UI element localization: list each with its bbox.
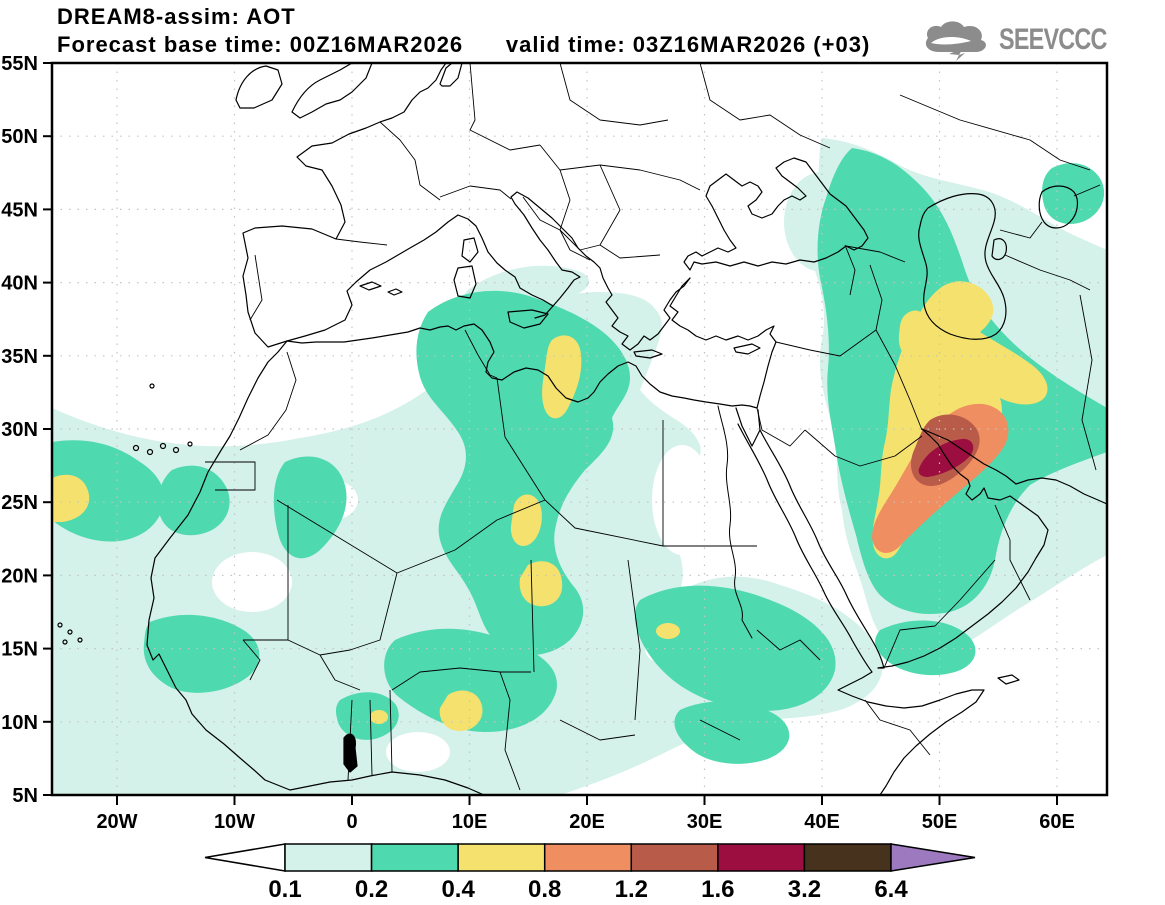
- colorbar-level-label: 0.8: [528, 876, 561, 903]
- contour-fill-layer: [52, 138, 1107, 795]
- lon-tick-label: 30E: [687, 811, 723, 833]
- lat-tick-label: 10N: [1, 712, 38, 734]
- lon-tick-label: 20E: [569, 811, 605, 833]
- lon-tick-label: 20W: [96, 811, 137, 833]
- colorbar-segment: [717, 843, 806, 872]
- colorbar-level-label: 1.6: [701, 876, 734, 903]
- lat-tick-label: 20N: [1, 565, 38, 587]
- seevccc-logo: SEEVCCC: [919, 18, 1137, 62]
- longitude-labels: 20W 10W 0 10E 20E 30E 40E 50E 60E: [96, 811, 1074, 833]
- lat-tick-label: 45N: [1, 199, 38, 221]
- lat-tick-label: 55N: [1, 53, 38, 75]
- latitude-labels: 55N 50N 45N 40N 35N 30N 25N 20N 15N 10N 5N: [1, 53, 38, 807]
- lon-tick-label: 10W: [214, 811, 255, 833]
- colorbar-level-label: 0.2: [355, 876, 388, 903]
- colorbar-level-label: 0.1: [268, 876, 301, 903]
- chart-header: DREAM8-assim: AOT Forecast base time: 00…: [57, 4, 870, 58]
- lat-tick-label: 50N: [1, 126, 38, 148]
- coastline-layer: [57, 63, 1107, 795]
- chart-title: DREAM8-assim: AOT: [57, 4, 296, 29]
- lat-tick-label: 40N: [1, 273, 38, 295]
- lon-tick-label: 60E: [1039, 811, 1075, 833]
- lat-tick-label: 5N: [12, 785, 38, 807]
- colorbar-segment: [543, 843, 633, 872]
- lat-tick-label: 15N: [1, 639, 38, 661]
- borders-layer: [205, 63, 1101, 791]
- chart-subtitle: Forecast base time: 00Z16MAR2026 valid t…: [57, 32, 871, 57]
- colorbar-segment: [284, 843, 373, 872]
- colorbar-level-label: 3.2: [788, 876, 821, 903]
- colorbar-arrow-left: [204, 843, 286, 872]
- colorbar-level-label: 6.4: [874, 876, 908, 903]
- colorbar-legend: 0.1 0.2 0.4 0.8 1.2 1.6 3.2 6.4: [204, 843, 976, 903]
- lat-tick-label: 35N: [1, 346, 38, 368]
- axis-ticks: [43, 62, 1058, 805]
- lat-tick-label: 25N: [1, 492, 38, 514]
- logo-text: SEEVCCC: [998, 23, 1107, 56]
- lon-tick-label: 0: [346, 811, 357, 833]
- colorbar-level-label: 1.2: [615, 876, 648, 903]
- colorbar-arrow-right: [890, 843, 976, 872]
- colorbar-level-label: 0.4: [441, 876, 475, 903]
- graticule-layer: [52, 63, 1107, 795]
- colorbar-segment: [457, 843, 546, 872]
- lat-tick-label: 30N: [1, 419, 38, 441]
- lon-tick-label: 50E: [922, 811, 958, 833]
- colorbar-segment: [803, 843, 892, 872]
- cloud-icon: [925, 21, 986, 61]
- lon-tick-label: 40E: [804, 811, 840, 833]
- colorbar-segment: [630, 843, 719, 872]
- lon-tick-label: 10E: [452, 811, 488, 833]
- colorbar-segment: [370, 843, 459, 872]
